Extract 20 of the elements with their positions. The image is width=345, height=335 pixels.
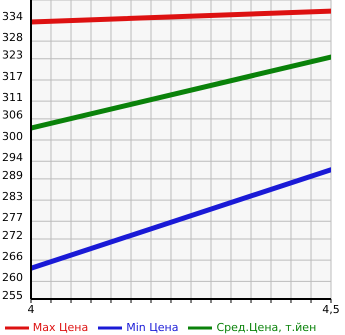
y-tick-label: 328: [2, 31, 23, 44]
y-tick-label: 323: [2, 48, 23, 62]
legend-label: Сред.Цена, т.йен: [216, 321, 316, 334]
x-tick-label: 4,5: [322, 302, 340, 316]
y-tick-label: 294: [2, 151, 23, 164]
y-tick-label: 272: [2, 228, 23, 242]
y-tick-label: 334: [2, 10, 23, 23]
y-tick-label: 277: [2, 211, 23, 224]
legend-label: Max Цена: [32, 321, 88, 334]
y-tick-label: 289: [2, 168, 23, 182]
y-tick-label: 317: [2, 70, 23, 83]
y-tick-label: 300: [2, 130, 23, 143]
y-tick-label: 283: [2, 190, 23, 203]
y-tick-label: 255: [2, 288, 23, 302]
y-tick-label: 260: [2, 271, 23, 284]
y-tick-label: 311: [2, 91, 23, 104]
y-tick-label: 306: [2, 108, 23, 122]
legend-label: Min Цена: [126, 321, 178, 334]
y-tick-label: 266: [2, 250, 23, 264]
x-tick-label: 4: [28, 302, 34, 316]
